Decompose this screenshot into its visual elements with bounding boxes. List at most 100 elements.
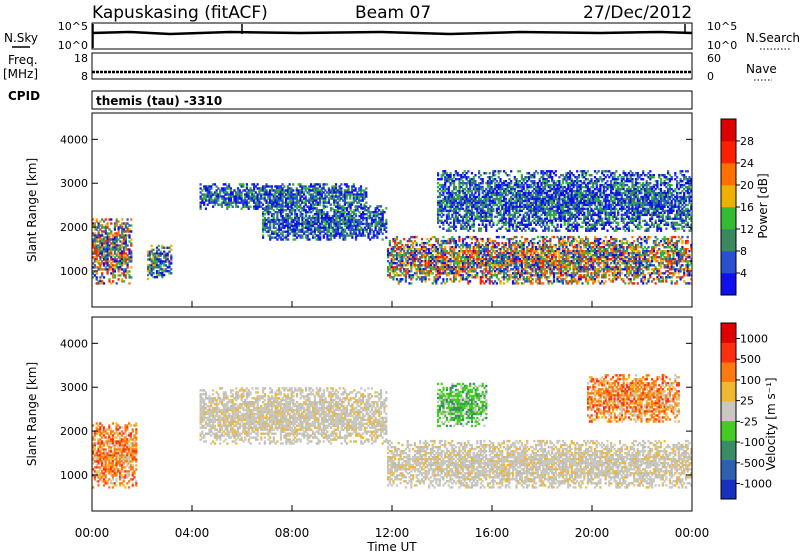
power-echo-cell-4 [577,270,580,273]
power-echo-cell-2 [201,201,204,204]
power-echo-cell-2 [281,187,284,190]
power-echo-cell-4 [483,248,486,251]
power-echo-cell-4 [583,260,586,263]
power-echo-cell-3 [349,226,352,229]
power-echo-cell-4 [585,246,588,249]
power-echo-cell-4 [651,280,654,283]
power-echo-cell-4 [585,274,588,277]
power-echo-cell-4 [570,243,573,247]
power-echo-cell-4 [403,250,406,253]
power-echo-cell-4 [549,262,552,265]
power-echo-cell-3 [381,214,384,218]
power-echo-cell-4 [463,256,466,259]
power-echo-cell-4 [520,246,523,249]
power-echo-cell-4 [406,260,409,263]
power-echo-cell-4 [499,282,502,285]
power-echo-cell-4 [511,237,515,241]
power-echo-cell-4 [433,246,436,249]
power-echo-cell-4 [451,246,454,249]
power-echo-cell-4 [542,260,545,263]
power-echo-cell-2 [220,197,224,200]
power-echo-cell-0 [119,246,122,249]
power-echo-cell-4 [499,270,502,273]
power-echo-cell-4 [561,250,564,253]
power-echo-cell-3 [358,234,361,237]
power-echo-cell-4 [558,246,561,249]
power-echo-cell-0 [101,282,104,285]
power-echo-cell-4 [394,250,397,253]
power-echo-cell-3 [362,214,365,218]
power-echo-cell-2 [338,197,341,200]
power-echo-cell-0 [108,246,111,249]
power-echo-cell-4 [536,268,539,271]
power-echo-cell-4 [529,248,532,251]
power-echo-cell-4 [560,237,563,241]
power-echo-cell-4 [570,235,573,239]
power-echo-cell-2 [351,189,354,192]
power-echo-cell-3 [285,222,288,226]
power-echo-cell-2 [274,193,277,196]
power-echo-cell-4 [535,248,538,251]
power-echo-cell-4 [463,278,466,281]
power-echo-cell-4 [501,246,504,249]
power-echo-cell-0 [110,254,113,257]
power-echo-cell-2 [358,201,361,204]
power-echo-cell-4 [590,278,593,281]
power-echo-cell-4 [436,256,440,259]
power-echo-cell-4 [517,262,520,265]
power-echo-cell-4 [533,252,536,255]
power-echo-cell-2 [247,195,250,198]
power-echo-cell-4 [499,252,502,255]
power-echo-cell-2 [222,197,225,200]
power-echo-cell-2 [310,197,313,200]
power-echo-cell-4 [527,243,531,247]
power-echo-cell-4 [586,266,589,269]
power-echo-cell-4 [408,274,411,277]
power-echo-cell-4 [431,235,434,239]
power-echo-cell-3 [374,214,377,218]
power-echo-cell-3 [304,224,308,228]
power-echo-cell-4 [401,264,404,267]
power-echo-cell-4 [442,268,445,271]
power-echo-cell-4 [545,256,548,259]
power-echo-cell-4 [586,262,589,265]
power-echo-cell-4 [395,235,399,239]
power-echo-cell-3 [283,226,286,229]
power-echo-cell-3 [315,211,318,214]
power-echo-cell-3 [304,214,308,218]
power-echo-cell-4 [420,270,424,273]
power-echo-cell-4 [508,254,511,257]
power-echo-cell-3 [322,230,325,233]
power-echo-cell-0 [117,254,120,257]
power-echo-cell-4 [431,268,434,271]
power-echo-cell-3 [319,209,322,212]
power-echo-cell-2 [308,193,311,196]
power-echo-cell-0 [104,244,107,247]
power-echo-cell-4 [508,243,511,247]
power-echo-cell-2 [263,197,266,200]
power-echo-cell-2 [254,203,257,206]
power-echo-cell-4 [652,278,655,281]
power-echo-cell-4 [551,268,554,271]
power-echo-cell-4 [451,235,454,239]
power-echo-cell-4 [517,268,520,271]
power-echo-cell-3 [342,218,345,222]
power-echo-cell-0 [93,228,96,231]
power-echo-cell-3 [294,230,297,233]
power-echo-cell-0 [104,240,107,243]
power-echo-cell-4 [399,254,402,257]
power-echo-cell-2 [286,189,289,192]
power-echo-cell-4 [501,241,504,245]
power-echo-cell-4 [492,248,495,251]
power-echo-cell-4 [390,250,393,253]
power-echo-cell-4 [444,262,447,265]
power-echo-cell-3 [328,220,331,224]
power-echo-cell-0 [122,262,126,265]
power-echo-cell-2 [249,189,252,192]
power-echo-cell-2 [317,203,320,206]
power-echo-cell-3 [351,236,354,239]
power-echo-cell-4 [577,241,580,245]
power-echo-cell-4 [558,270,561,273]
power-echo-cell-4 [542,256,545,259]
power-echo-cell-4 [536,274,539,277]
